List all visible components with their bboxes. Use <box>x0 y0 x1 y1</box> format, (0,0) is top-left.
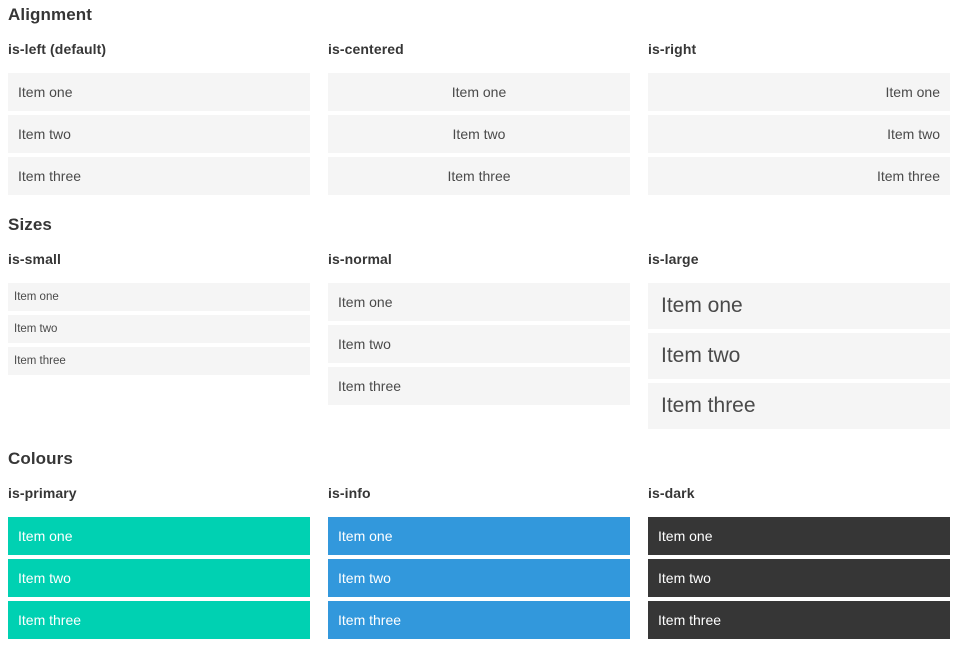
section-sizes: Sizes is-small Item one Item two Item th… <box>8 215 950 429</box>
list-item: Item one <box>8 283 310 311</box>
list-right: Item one Item two Item three <box>648 73 950 195</box>
list-item: Item one <box>8 73 310 111</box>
list-item: Item one <box>8 517 310 555</box>
group-heading: is-info <box>328 485 371 501</box>
group-heading: is-right <box>648 41 697 57</box>
list-item: Item two <box>8 115 310 153</box>
group-is-small: is-small Item one Item two Item three <box>8 251 310 429</box>
sizes-columns: is-small Item one Item two Item three is… <box>8 251 950 429</box>
group-heading: is-normal <box>328 251 392 267</box>
list-demo-page: Alignment is-left (default) Item one Ite… <box>8 5 950 639</box>
section-title: Sizes <box>8 215 52 234</box>
list-item: Item two <box>328 325 630 363</box>
list-normal: Item one Item two Item three <box>328 283 630 405</box>
group-is-normal: is-normal Item one Item two Item three <box>328 251 630 429</box>
list-small: Item one Item two Item three <box>8 283 310 375</box>
list-item: Item three <box>328 157 630 195</box>
group-is-right: is-right Item one Item two Item three <box>648 41 950 195</box>
list-item: Item three <box>328 367 630 405</box>
list-primary: Item one Item two Item three <box>8 517 310 639</box>
list-large: Item one Item two Item three <box>648 283 950 429</box>
group-is-info: is-info Item one Item two Item three <box>328 485 630 639</box>
list-centered: Item one Item two Item three <box>328 73 630 195</box>
group-heading: is-centered <box>328 41 404 57</box>
list-item: Item two <box>328 115 630 153</box>
list-item: Item three <box>648 601 950 639</box>
group-heading: is-primary <box>8 485 77 501</box>
list-item: Item one <box>648 73 950 111</box>
list-dark: Item one Item two Item three <box>648 517 950 639</box>
group-heading: is-dark <box>648 485 695 501</box>
list-item: Item two <box>648 115 950 153</box>
section-colours: Colours is-primary Item one Item two Ite… <box>8 449 950 639</box>
group-heading: is-left (default) <box>8 41 107 57</box>
list-item: Item two <box>648 559 950 597</box>
group-is-centered: is-centered Item one Item two Item three <box>328 41 630 195</box>
list-item: Item three <box>648 383 950 429</box>
section-title: Alignment <box>8 5 93 24</box>
list-item: Item two <box>648 333 950 379</box>
colours-columns: is-primary Item one Item two Item three … <box>8 485 950 639</box>
group-is-large: is-large Item one Item two Item three <box>648 251 950 429</box>
section-title: Colours <box>8 449 73 468</box>
list-item: Item three <box>8 157 310 195</box>
list-item: Item three <box>648 157 950 195</box>
list-item: Item one <box>648 517 950 555</box>
list-item: Item one <box>328 517 630 555</box>
section-alignment: Alignment is-left (default) Item one Ite… <box>8 5 950 195</box>
group-is-left: is-left (default) Item one Item two Item… <box>8 41 310 195</box>
group-heading: is-large <box>648 251 699 267</box>
group-heading: is-small <box>8 251 61 267</box>
list-item: Item one <box>648 283 950 329</box>
group-is-dark: is-dark Item one Item two Item three <box>648 485 950 639</box>
list-item: Item two <box>8 559 310 597</box>
list-item: Item three <box>328 601 630 639</box>
list-item: Item one <box>328 283 630 321</box>
list-item: Item three <box>8 601 310 639</box>
list-item: Item two <box>8 315 310 343</box>
list-left: Item one Item two Item three <box>8 73 310 195</box>
alignment-columns: is-left (default) Item one Item two Item… <box>8 41 950 195</box>
list-info: Item one Item two Item three <box>328 517 630 639</box>
list-item: Item two <box>328 559 630 597</box>
group-is-primary: is-primary Item one Item two Item three <box>8 485 310 639</box>
list-item: Item one <box>328 73 630 111</box>
list-item: Item three <box>8 347 310 375</box>
